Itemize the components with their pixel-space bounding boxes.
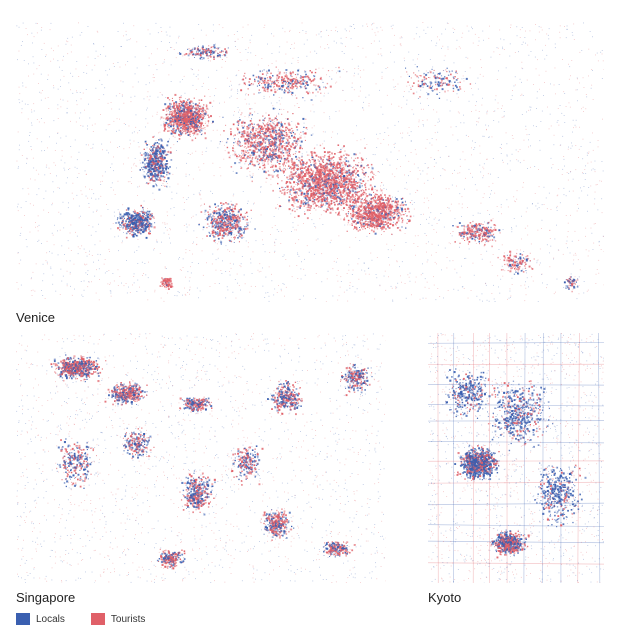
venice-map (16, 22, 604, 302)
tourists-swatch (90, 613, 105, 625)
legend-item-tourists: Tourists (90, 613, 146, 625)
singapore-label: Singapore (16, 590, 76, 605)
kyoto-label: Kyoto (428, 590, 462, 605)
legend: Locals Tourists (16, 613, 163, 625)
locals-label: Locals (36, 613, 65, 625)
kyoto-map (428, 333, 604, 583)
singapore-map (16, 333, 386, 583)
venice-label: Venice (16, 310, 56, 325)
tourists-label: Tourists (110, 613, 146, 625)
legend-item-locals: Locals (16, 613, 65, 625)
locals-swatch (16, 613, 30, 625)
